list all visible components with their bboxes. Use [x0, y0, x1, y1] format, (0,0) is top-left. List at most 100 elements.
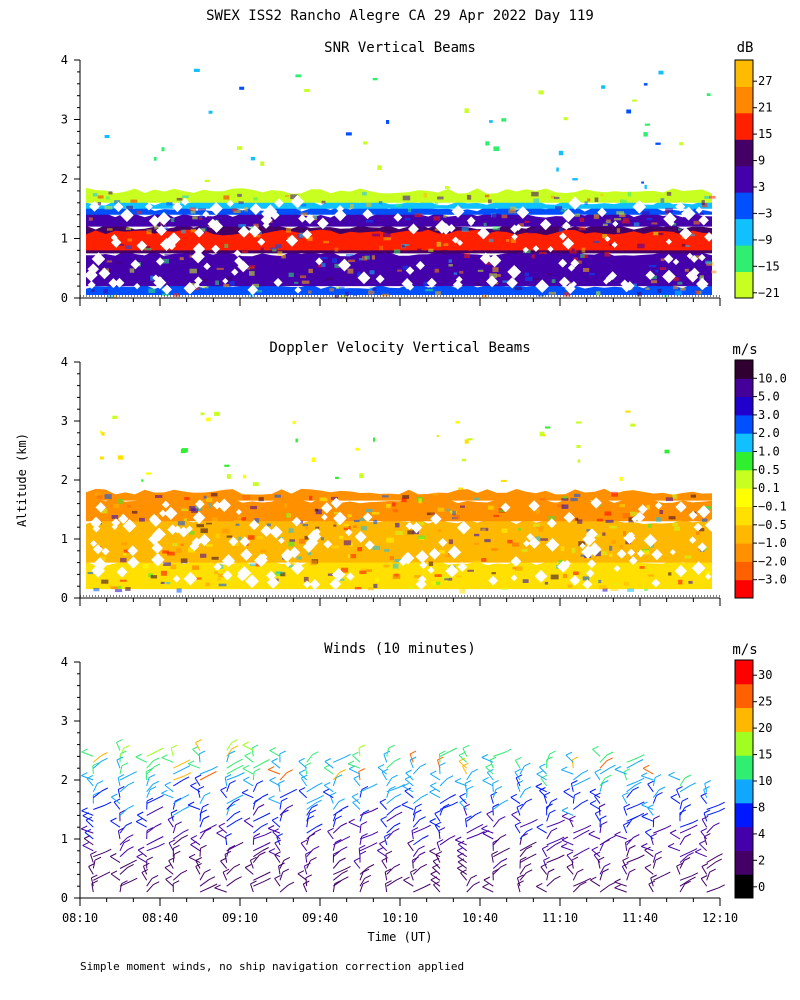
heatmap-speckle: [531, 254, 535, 259]
sparse-return: [464, 439, 469, 444]
heatmap-speckle: [705, 260, 712, 264]
heatmap-speckle: [492, 226, 500, 231]
wind-barb: [386, 744, 395, 757]
wind-profile: [135, 747, 165, 893]
wind-barb: [516, 803, 524, 816]
data-gap: [510, 574, 518, 582]
heatmap-speckle: [402, 495, 410, 499]
data-gap: [194, 227, 205, 238]
wind-barb: [226, 758, 243, 769]
data-gap: [663, 254, 674, 264]
wind-barb: [572, 881, 587, 893]
heatmap-speckle: [200, 528, 208, 533]
data-gap: [486, 275, 498, 288]
wind-barb: [386, 785, 396, 798]
wind-barb: [252, 804, 265, 816]
heatmap-speckle: [258, 231, 262, 235]
heatmap-speckle: [277, 251, 283, 256]
wind-profile: [80, 748, 112, 893]
data-gap: [150, 515, 162, 527]
heatmap-speckle: [689, 233, 695, 237]
heatmap-speckle: [655, 269, 659, 273]
sparse-return: [576, 444, 581, 449]
wind-barb: [279, 856, 291, 869]
wind-barb: [333, 753, 351, 763]
heatmap-speckle: [181, 508, 188, 512]
wind-barb: [305, 874, 313, 887]
heatmap-speckle: [620, 199, 627, 204]
wind-barb: [430, 770, 441, 781]
heatmap-speckle: [580, 253, 585, 258]
wind-barb: [199, 876, 216, 887]
wind-barb: [515, 774, 523, 787]
wind-barb: [561, 766, 574, 775]
heatmap-speckle: [514, 287, 523, 291]
data-gap: [273, 278, 283, 288]
heatmap-speckle: [280, 572, 286, 577]
colorbar-swatch: [735, 802, 753, 828]
heatmap-speckle: [639, 585, 645, 590]
wind-barb: [465, 815, 472, 828]
wind-barb: [599, 774, 612, 787]
data-gap: [247, 284, 259, 296]
wind-barb: [271, 758, 281, 769]
wind-barb: [652, 791, 663, 804]
wind-barb: [679, 774, 692, 787]
wind-barb: [218, 822, 228, 834]
wind-barb: [599, 815, 607, 828]
data-gap: [587, 559, 597, 569]
wind-barb: [92, 757, 108, 769]
wind-barb: [483, 876, 494, 887]
heatmap-speckle: [642, 211, 650, 217]
wind-barb: [561, 812, 574, 822]
wind-barb: [679, 824, 698, 834]
heatmap-speckle: [163, 227, 168, 232]
heatmap-speckle: [418, 535, 426, 540]
wind-barb: [546, 819, 565, 828]
wind-barb: [110, 793, 121, 804]
wind-barb: [706, 807, 726, 816]
heatmap-speckle: [326, 277, 334, 281]
heatmap-speckle: [299, 232, 306, 238]
data-gap: [290, 561, 305, 575]
wind-barb: [353, 774, 361, 787]
heatmap-speckle: [126, 205, 133, 210]
heatmap-speckle: [474, 533, 480, 537]
heatmap-speckle: [106, 228, 113, 231]
heatmap-speckle: [432, 581, 438, 586]
heatmap-speckle: [705, 506, 712, 509]
heatmap-speckle: [127, 238, 133, 242]
heatmap-speckle: [688, 580, 693, 584]
heatmap-speckle: [100, 508, 108, 514]
heatmap-speckle: [140, 521, 146, 526]
wind-barb: [402, 782, 414, 793]
heatmap-speckle: [116, 261, 122, 264]
wind-barb: [146, 780, 160, 793]
data-gap: [159, 509, 167, 518]
wind-barb: [539, 787, 548, 799]
sparse-return: [181, 448, 188, 453]
data-gap: [477, 227, 490, 240]
wind-barb: [493, 847, 510, 858]
wind-barb: [679, 852, 694, 863]
wind-barb: [519, 828, 533, 840]
heatmap-speckle: [106, 196, 110, 200]
wind-barb: [492, 799, 509, 810]
heatmap-speckle: [250, 505, 258, 510]
colorbar-tick-label: −1.0: [758, 536, 787, 550]
wind-barb: [252, 780, 264, 793]
wind-barb: [137, 846, 148, 858]
wind-profile: [535, 750, 565, 893]
doppler-panel-title: Doppler Velocity Vertical Beams: [269, 340, 530, 356]
data-gap: [288, 546, 301, 559]
heatmap-speckle: [540, 498, 546, 501]
data-gap: [212, 501, 222, 510]
wind-barb: [333, 876, 349, 887]
heatmap-speckle: [118, 585, 122, 589]
wind-barb: [271, 816, 281, 828]
wind-barb: [269, 776, 281, 787]
x-axis-label: Time (UT): [367, 930, 432, 944]
wind-barb: [359, 807, 379, 816]
doppler-colorbar-unit: m/s: [732, 342, 757, 358]
data-gap: [532, 245, 540, 252]
